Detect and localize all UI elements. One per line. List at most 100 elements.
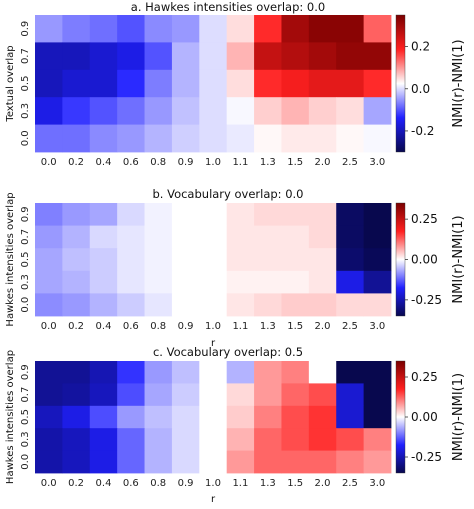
heatmap-cell xyxy=(89,225,118,249)
heatmap-cell xyxy=(35,97,63,125)
heatmap-cell xyxy=(336,405,365,429)
heatmap-cell xyxy=(226,450,255,474)
heatmap-cell xyxy=(226,293,255,317)
heatmap-cell xyxy=(89,15,118,43)
heatmap-cell xyxy=(281,124,310,153)
heatmap-cell xyxy=(281,15,310,43)
heatmap-cell xyxy=(226,42,255,71)
y-tick-label: 0.7 xyxy=(20,229,31,245)
heatmap-cell xyxy=(144,405,173,429)
x-tick-label: 0.6 xyxy=(123,321,139,332)
heatmap-cell xyxy=(199,69,228,98)
heatmap-cell xyxy=(117,124,145,153)
heatmap-cell xyxy=(254,428,282,451)
y-axis-label: Hawkes intensities overlap xyxy=(5,350,16,484)
heatmap-cell xyxy=(117,450,145,474)
heatmap-cell xyxy=(144,203,173,226)
colorbar-label: NMI(r)-NMI(1) xyxy=(451,373,466,461)
heatmap-cell xyxy=(336,225,365,249)
heatmap-cell xyxy=(363,405,392,429)
y-tick-label: 0.5 xyxy=(20,76,31,92)
heatmap-cell xyxy=(308,450,337,474)
heatmap-cell xyxy=(308,361,337,384)
heatmap-cell xyxy=(254,42,282,71)
heatmap-cell xyxy=(336,450,365,474)
heatmap-cell xyxy=(62,248,91,272)
heatmap-cell xyxy=(171,97,200,125)
heatmap-cell xyxy=(199,293,228,317)
heatmap-cell xyxy=(226,69,255,98)
heatmap-cell xyxy=(199,361,228,384)
heatmap-cell xyxy=(363,428,392,451)
x-tick-label: 0.6 xyxy=(123,478,139,489)
heatmap-cell xyxy=(336,15,365,43)
heatmap-cell xyxy=(89,405,118,429)
x-tick-label: 3.0 xyxy=(369,321,385,332)
heatmap-cell xyxy=(336,124,365,153)
heatmap-cell xyxy=(363,203,392,226)
heatmap-cell xyxy=(144,124,173,153)
heatmap-cell xyxy=(308,97,337,125)
x-tick-label: 0.9 xyxy=(178,478,194,489)
colorbar-tick-label: -0.2 xyxy=(411,124,434,138)
x-tick-label: 0.4 xyxy=(96,157,112,168)
x-tick-label: 0.6 xyxy=(123,157,139,168)
heatmap-cell xyxy=(199,428,228,451)
x-axis-label: r xyxy=(211,338,216,349)
heatmap-panel-3: c. Vocabulary overlap: 0.5 0.0 0.2 0.4 0.6 0.… xyxy=(5,345,466,505)
heatmap-cell xyxy=(89,97,118,125)
heatmap-cell xyxy=(117,270,145,294)
heatmap-cell xyxy=(363,225,392,249)
heatmap-cell xyxy=(336,97,365,125)
heatmap-cell xyxy=(199,203,228,226)
heatmap-cell xyxy=(62,405,91,429)
y-tick-label: 0.9 xyxy=(20,206,31,222)
panel-title: a. Hawkes intensities overlap: 0.0 xyxy=(131,0,325,14)
colorbar-label: NMI(r)-NMI(1) xyxy=(451,215,466,303)
x-tick-label: 1.5 xyxy=(287,478,303,489)
y-tick-label: 0.0 xyxy=(20,454,31,470)
heatmap-cell xyxy=(35,225,63,249)
colorbar-tick-label: 0.25 xyxy=(411,370,438,384)
heatmap-cell xyxy=(89,428,118,451)
x-tick-label: 1.1 xyxy=(232,157,248,168)
heatmap-cell xyxy=(254,383,282,407)
heatmap-cell xyxy=(363,124,392,153)
x-tick-label: 2.0 xyxy=(315,157,331,168)
heatmap-cell xyxy=(281,97,310,125)
heatmap-cell xyxy=(363,15,392,43)
heatmap-cell xyxy=(308,293,337,317)
heatmap-cell xyxy=(363,270,392,294)
x-tick-label: 0.0 xyxy=(41,157,57,168)
heatmap-cell xyxy=(254,225,282,249)
heatmap-cell xyxy=(171,428,200,451)
heatmap-cell xyxy=(254,405,282,429)
heatmap-cell xyxy=(144,42,173,71)
x-tick-label: 1.1 xyxy=(232,478,248,489)
heatmap-cell xyxy=(254,124,282,153)
colorbar-tick-label: 0.00 xyxy=(411,410,438,424)
heatmap-cell xyxy=(363,42,392,71)
heatmap-cell xyxy=(336,270,365,294)
heatmap-cell xyxy=(35,405,63,429)
heatmap-cell xyxy=(308,248,337,272)
heatmap-cell xyxy=(62,450,91,474)
heatmap-cell xyxy=(144,450,173,474)
y-tick-label: 0.3 xyxy=(20,274,31,290)
x-tick-label: 1.5 xyxy=(287,321,303,332)
x-tick-label: 0.9 xyxy=(178,157,194,168)
x-tick-label: 0.2 xyxy=(68,478,84,489)
heatmap-cell xyxy=(199,270,228,294)
heatmap-cell xyxy=(171,405,200,429)
heatmap-cell xyxy=(226,428,255,451)
heatmap-cell xyxy=(35,383,63,407)
heatmap-cell xyxy=(117,248,145,272)
heatmap-cell xyxy=(89,124,118,153)
heatmap-cell xyxy=(62,293,91,317)
heatmap-cell xyxy=(62,361,91,384)
heatmap-cell xyxy=(117,293,145,317)
heatmap-cell xyxy=(254,15,282,43)
heatmap-cell xyxy=(171,248,200,272)
heatmap-cell xyxy=(117,203,145,226)
heatmap-cell xyxy=(171,361,200,384)
